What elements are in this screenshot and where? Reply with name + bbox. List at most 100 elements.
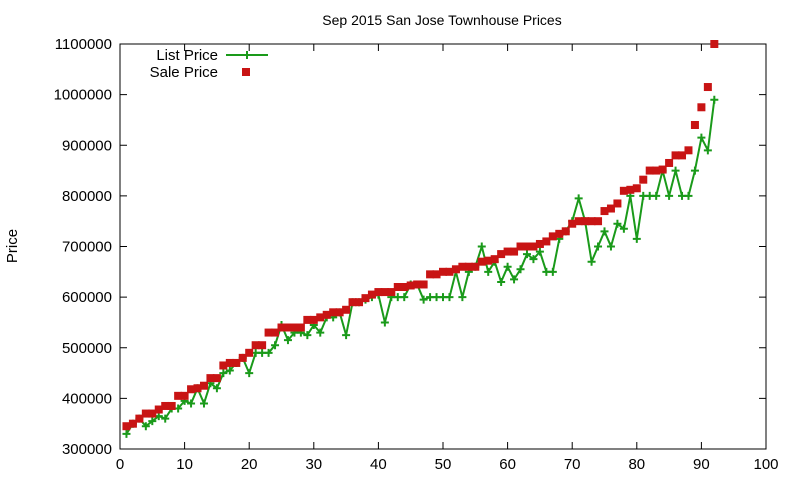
y-tick-label: 500000 — [62, 340, 112, 357]
sale-price-point — [128, 419, 137, 428]
sale-price-point — [671, 151, 680, 160]
sale-price-point — [148, 409, 157, 418]
list-price-point — [529, 255, 538, 264]
sale-price-point — [258, 341, 267, 350]
sale-price-point — [355, 298, 364, 307]
sale-price-point — [548, 232, 557, 241]
sale-price-point — [471, 262, 480, 271]
y-tick-label: 300000 — [62, 441, 112, 458]
sale-price-point — [296, 323, 305, 332]
sale-price-point — [264, 328, 273, 337]
sale-price-point — [684, 146, 693, 155]
sale-price-point — [432, 270, 441, 279]
sale-price-point — [639, 175, 648, 184]
list-price-point — [652, 191, 661, 200]
sale-price-point — [426, 270, 435, 279]
sale-price-point — [561, 227, 570, 236]
sale-price-point — [464, 262, 473, 271]
sale-price-point — [141, 409, 150, 418]
sale-price-point — [387, 288, 396, 297]
list-price-point — [122, 429, 131, 438]
list-price-point — [458, 293, 467, 302]
legend: List Price Sale Price — [150, 47, 268, 81]
x-tick-label: 50 — [435, 456, 452, 473]
sale-price-point — [439, 267, 447, 276]
sale-price-point — [154, 405, 163, 414]
list-price-point — [632, 234, 641, 243]
sale-price-point — [645, 166, 654, 175]
list-price-point — [187, 399, 196, 408]
sale-price-point — [574, 217, 583, 226]
sale-price-point — [445, 267, 454, 276]
x-tick-label: 100 — [753, 456, 778, 473]
sale-price-point — [413, 280, 422, 289]
sale-price-point — [690, 121, 699, 129]
sale-price-point — [342, 305, 351, 314]
list-price-point — [477, 242, 486, 251]
list-price-point — [619, 224, 628, 233]
y-tick-label: 600000 — [62, 289, 112, 306]
chart-title: Sep 2015 San Jose Townhouse Prices — [322, 12, 561, 28]
list-price-point — [535, 247, 544, 256]
sale-price-point — [303, 315, 312, 324]
sale-price-point — [510, 247, 519, 256]
sale-price-point — [251, 341, 260, 350]
list-price-point — [303, 331, 312, 340]
list-price-point — [613, 219, 622, 228]
list-price-point — [212, 384, 221, 393]
sale-price-point — [600, 207, 609, 216]
sale-price-point — [529, 242, 538, 251]
list-price-point — [497, 277, 506, 286]
list-price-point — [697, 133, 706, 142]
list-price-point — [516, 265, 525, 274]
sale-price-point — [535, 239, 544, 248]
list-price-point — [510, 275, 519, 284]
x-tick-label: 10 — [176, 456, 193, 473]
sale-price-point — [626, 185, 635, 194]
sale-price-point — [361, 294, 370, 303]
x-tick-label: 0 — [116, 456, 124, 473]
list-price-point — [400, 293, 409, 302]
sale-price-point — [678, 151, 687, 160]
sale-price-point — [490, 255, 499, 264]
sale-price-point — [212, 374, 221, 383]
list-price-point — [684, 191, 693, 200]
sale-price-point — [606, 204, 615, 213]
sale-price-point — [568, 219, 577, 228]
sale-price-point — [652, 166, 661, 175]
plot-series — [122, 40, 719, 438]
sale-price-point — [497, 250, 506, 259]
sale-price-point — [710, 40, 719, 48]
sale-price-point — [206, 374, 215, 383]
sale-price-point — [632, 184, 641, 193]
sale-price-point — [658, 165, 667, 174]
sale-price-point — [503, 247, 512, 256]
list-price-point — [199, 399, 208, 408]
sale-price-point — [380, 288, 389, 297]
sale-price-point — [484, 256, 493, 265]
list-price-point — [141, 422, 150, 431]
sale-price-point — [542, 237, 551, 246]
list-price-line — [125, 99, 716, 435]
x-tick-label: 20 — [241, 456, 258, 473]
list-price-point — [574, 194, 583, 203]
sale-price-point — [665, 158, 674, 167]
sale-price-point — [187, 385, 196, 394]
list-price-point — [484, 267, 493, 276]
sale-price-point — [374, 288, 383, 297]
list-price-point — [548, 267, 557, 276]
sale-price-point — [477, 257, 486, 266]
legend-square-sale-price — [242, 68, 250, 76]
sale-price-point — [335, 308, 344, 317]
list-price-point — [594, 242, 603, 251]
list-price-point — [665, 191, 674, 200]
sale-price-point — [167, 401, 176, 410]
list-price-point — [503, 262, 512, 271]
sale-price-point — [594, 217, 603, 226]
list-price-point — [342, 331, 351, 340]
sale-price-point — [199, 381, 208, 390]
y-tick-label: 900000 — [62, 137, 112, 154]
legend-marker-list-price — [226, 51, 268, 59]
sale-price-point — [581, 217, 590, 226]
sale-price-point — [451, 265, 460, 274]
